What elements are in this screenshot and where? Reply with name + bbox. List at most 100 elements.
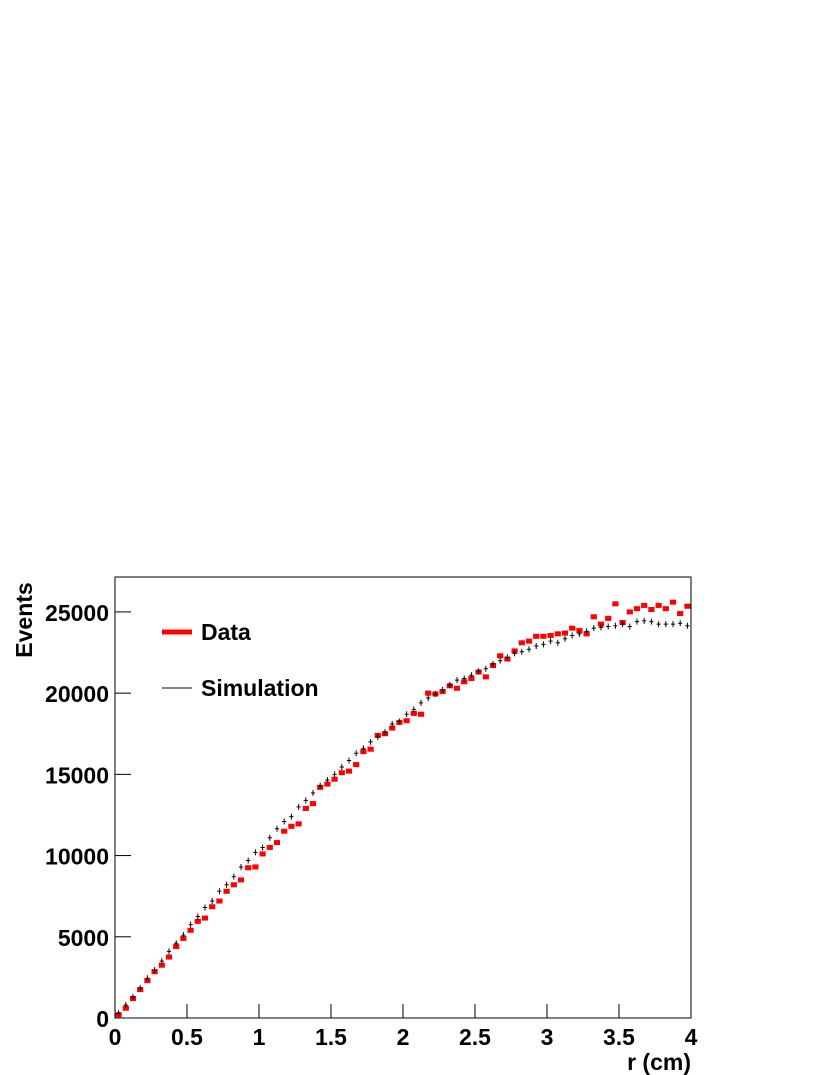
data-point xyxy=(237,877,245,883)
data-point xyxy=(367,746,374,752)
data-point xyxy=(662,606,669,612)
sim-point xyxy=(656,621,661,628)
sim-point xyxy=(231,873,236,880)
sim-point xyxy=(267,834,272,841)
sim-point xyxy=(253,849,258,856)
sim-point xyxy=(649,618,654,625)
data-point xyxy=(425,690,432,696)
data-point xyxy=(295,821,302,827)
sim-point xyxy=(318,782,323,789)
data-point xyxy=(684,603,691,609)
data-point xyxy=(223,888,230,894)
sim-point xyxy=(138,984,143,991)
data-point xyxy=(561,630,569,636)
sim-point xyxy=(382,729,388,736)
sim-point xyxy=(606,623,611,630)
y-tick-label: 20000 xyxy=(45,681,109,707)
data-point xyxy=(245,865,252,871)
sim-point xyxy=(584,628,589,635)
x-axis-label: r (cm) xyxy=(627,1049,691,1075)
sim-point xyxy=(562,635,568,642)
data-point xyxy=(309,801,317,807)
sim-point xyxy=(152,967,157,974)
sim-point xyxy=(354,750,359,757)
sim-point xyxy=(685,622,690,629)
data-point xyxy=(288,823,295,829)
sim-point xyxy=(116,1010,121,1017)
sim-point xyxy=(663,621,668,628)
sim-point xyxy=(526,646,532,653)
sim-point xyxy=(339,764,344,771)
sim-point xyxy=(426,695,431,702)
sim-point xyxy=(678,620,683,627)
sim-point xyxy=(145,975,150,982)
sim-point xyxy=(246,857,251,864)
sim-point xyxy=(577,630,582,637)
data-point xyxy=(633,606,641,612)
data-point xyxy=(641,602,648,608)
data-point xyxy=(468,676,475,682)
data-point xyxy=(677,611,684,617)
x-tick-label: 2.5 xyxy=(459,1024,491,1050)
sim-point xyxy=(404,711,409,718)
sim-point xyxy=(670,621,676,628)
x-tick-label: 0.5 xyxy=(171,1024,203,1050)
sim-point xyxy=(188,921,193,928)
sim-point xyxy=(476,668,481,675)
sim-point xyxy=(368,738,373,745)
sim-point xyxy=(490,660,496,667)
sim-point xyxy=(310,790,316,797)
data-point xyxy=(216,898,223,904)
data-point xyxy=(590,614,597,620)
sim-point xyxy=(375,733,380,740)
sim-point xyxy=(620,621,625,628)
data-point xyxy=(453,685,461,691)
sim-point xyxy=(440,686,445,693)
sim-point xyxy=(627,623,632,630)
sim-point xyxy=(123,1002,128,1009)
sim-point xyxy=(390,721,395,727)
y-tick-label: 15000 xyxy=(45,762,109,788)
sim-point xyxy=(469,672,474,679)
y-tick-label: 10000 xyxy=(45,844,109,870)
x-tick-label: 3 xyxy=(541,1024,554,1050)
x-tick-label: 1 xyxy=(253,1024,266,1050)
sim-point xyxy=(642,617,647,624)
sim-point xyxy=(512,650,517,657)
sim-point xyxy=(548,638,553,645)
sim-point xyxy=(282,818,287,825)
sim-point xyxy=(260,844,265,851)
data-point xyxy=(554,631,561,637)
data-point xyxy=(281,828,288,834)
sim-point xyxy=(483,665,488,672)
data-point xyxy=(655,602,662,608)
sim-point xyxy=(570,632,575,639)
sim-point xyxy=(411,706,416,713)
sim-point xyxy=(346,757,352,764)
data-point xyxy=(482,674,489,680)
data-point xyxy=(525,638,533,644)
data-point xyxy=(324,781,331,787)
sim-point xyxy=(433,690,438,697)
data-point xyxy=(626,609,633,615)
sim-point xyxy=(210,898,215,905)
sim-point xyxy=(555,639,560,646)
sim-point xyxy=(159,958,164,965)
data-point xyxy=(417,711,425,717)
data-point xyxy=(547,632,554,638)
sim-point xyxy=(462,675,467,682)
data-point xyxy=(122,1005,129,1011)
sim-point xyxy=(397,718,402,725)
data-point xyxy=(597,621,605,627)
legend-label: Simulation xyxy=(201,675,319,701)
data-point xyxy=(569,625,576,631)
sim-point xyxy=(181,932,186,939)
sim-point xyxy=(332,771,337,778)
sim-point xyxy=(195,913,200,920)
data-point xyxy=(331,776,338,782)
data-point xyxy=(576,628,583,634)
sim-point xyxy=(303,797,308,804)
sim-point xyxy=(541,641,546,648)
data-point xyxy=(165,954,173,960)
